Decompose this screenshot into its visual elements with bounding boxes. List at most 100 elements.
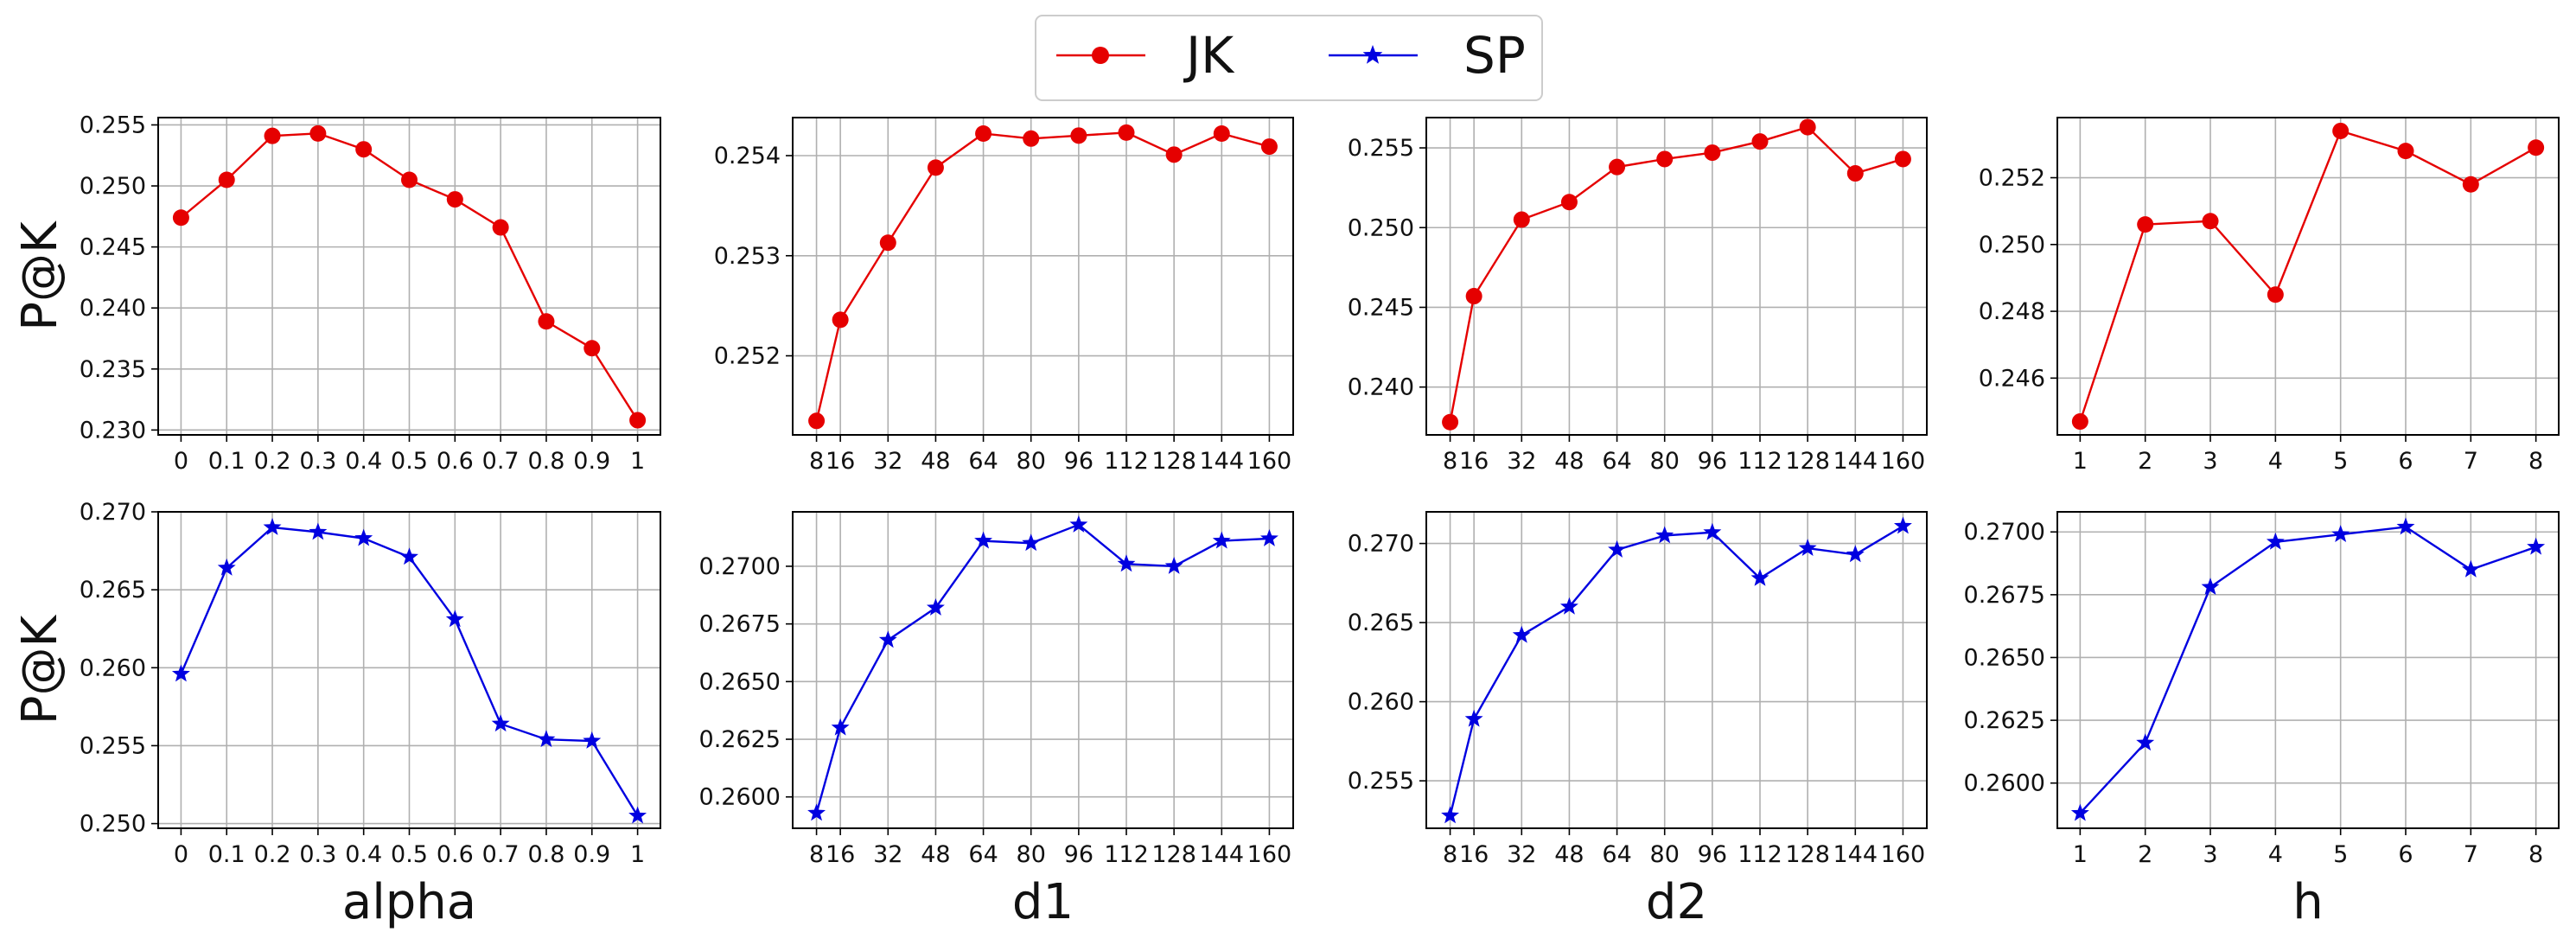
panel-alpha-sp: 0 0.1 0.2 0.3 0.4 0.5 0.6 0.7 0.8 0.9 1 0.250 0.255 0… [12, 499, 661, 930]
x-tick-label: 32 [1507, 841, 1536, 868]
x-tick-label: 96 [1064, 841, 1094, 868]
data-point [831, 718, 850, 736]
x-tick-label: 1 [2073, 841, 2088, 868]
data-point [2070, 803, 2089, 821]
x-tick-label: 160 [1881, 448, 1926, 475]
data-point [808, 412, 826, 430]
x-tick-label: 0.3 [299, 841, 336, 868]
axes-frame [792, 117, 1294, 436]
data-point [2397, 143, 2414, 160]
data-point [1846, 165, 1864, 182]
x-tick-label: 32 [873, 448, 902, 475]
panel-d1-sp: 8 16 32 48 64 80 96 112 128 144 160 0.2600 0.2625 0.2… [699, 511, 1294, 930]
x-tick-label: 8 [1443, 841, 1457, 868]
plot-area [793, 512, 1293, 828]
x-tick-label: 80 [1017, 841, 1046, 868]
y-tick-label: 0.246 [1979, 365, 2045, 392]
data-point [2267, 286, 2284, 303]
x-tick-label: 16 [1459, 448, 1489, 475]
data-point [1798, 539, 1817, 556]
data-point [1118, 124, 1135, 141]
y-tick-label: 0.245 [80, 234, 146, 261]
y-tick-label: 0.270 [80, 499, 146, 526]
x-axis-label: alpha [342, 874, 476, 930]
axes-frame [1425, 117, 1928, 436]
panel-d2-sp: 8 16 32 48 64 80 96 112 128 144 160 0.255 0.260 0.265… [1348, 511, 1928, 930]
plot-area [2057, 512, 2559, 828]
plot-area [2057, 118, 2559, 435]
x-tick-label: 32 [1507, 448, 1536, 475]
y-tick-label: 0.2625 [1964, 707, 2045, 734]
data-point [171, 664, 190, 682]
x-tick-label: 3 [2203, 448, 2217, 475]
x-tick-label: 48 [921, 448, 950, 475]
data-point [1070, 127, 1087, 144]
data-point [1656, 150, 1674, 168]
x-tick-label: 0.3 [299, 448, 336, 475]
x-tick-label: 0.9 [573, 448, 610, 475]
x-tick-label: 5 [2333, 841, 2348, 868]
data-point [1894, 150, 1911, 168]
data-point [2136, 733, 2155, 751]
x-tick-label: 0.4 [345, 448, 382, 475]
data-point [832, 311, 849, 329]
x-tick-label: 0.8 [527, 448, 564, 475]
x-tick-label: 64 [968, 841, 998, 868]
data-point [309, 522, 328, 540]
x-tick-label: 7 [2464, 448, 2478, 475]
plot-area [793, 118, 1293, 435]
x-tick-label: 0 [174, 841, 188, 868]
legend-label-sp: SP [1463, 26, 1526, 85]
data-point [1799, 118, 1816, 136]
x-tick-label: 128 [1151, 841, 1196, 868]
data-point [1560, 194, 1578, 211]
y-tick-label: 0.240 [80, 295, 146, 322]
y-tick-label: 0.260 [1348, 689, 1414, 716]
panel-alpha-jk: 0 0.1 0.2 0.3 0.4 0.5 0.6 0.7 0.8 0.9 1 0.230 0.235 0… [12, 112, 661, 475]
plot-area [1426, 118, 1927, 435]
y-tick-label: 0.252 [1979, 165, 2045, 192]
axes-frame [792, 511, 1294, 829]
data-point [974, 531, 993, 549]
x-tick-label: 112 [1104, 448, 1149, 475]
y-tick-label: 0.252 [714, 343, 781, 370]
y-tick-label: 0.255 [80, 732, 146, 759]
y-tick-label: 0.2700 [699, 553, 781, 580]
x-tick-label: 112 [1738, 841, 1782, 868]
data-point [355, 141, 373, 158]
legend-entry-sp: SP [1329, 26, 1526, 85]
data-point [629, 412, 647, 429]
data-point [1464, 709, 1483, 727]
data-point [1022, 533, 1041, 552]
y-tick-label: 0.250 [80, 811, 146, 838]
x-tick-label: 48 [1554, 448, 1584, 475]
data-point [807, 803, 826, 821]
y-tick-label: 0.255 [1348, 135, 1414, 162]
y-tick-label: 0.265 [1348, 610, 1414, 636]
data-point [1703, 522, 1722, 540]
x-axis-label: d2 [1646, 874, 1707, 930]
x-tick-label: 80 [1650, 448, 1680, 475]
x-tick-label: 0.6 [437, 448, 474, 475]
x-tick-label: 3 [2203, 841, 2217, 868]
x-tick-label: 8 [2528, 841, 2543, 868]
data-point [172, 209, 189, 227]
legend-marker-jk [1092, 47, 1109, 64]
data-point [927, 159, 944, 176]
data-point [1704, 144, 1721, 162]
data-point [2266, 532, 2285, 550]
data-point [400, 547, 418, 565]
x-tick-label: 128 [1151, 448, 1196, 475]
x-tick-label: 160 [1247, 841, 1292, 868]
y-tick-label: 0.248 [1979, 298, 2045, 325]
data-point [628, 806, 647, 824]
data-point [1512, 625, 1531, 643]
data-point [1165, 146, 1183, 163]
y-tick-label: 0.2625 [699, 726, 781, 753]
x-tick-label: 128 [1785, 841, 1830, 868]
data-point [2528, 139, 2545, 156]
data-point [879, 234, 896, 252]
x-tick-label: 80 [1650, 841, 1680, 868]
y-tick-label: 0.250 [1979, 232, 2045, 259]
legend-label-jk: JK [1183, 26, 1235, 85]
